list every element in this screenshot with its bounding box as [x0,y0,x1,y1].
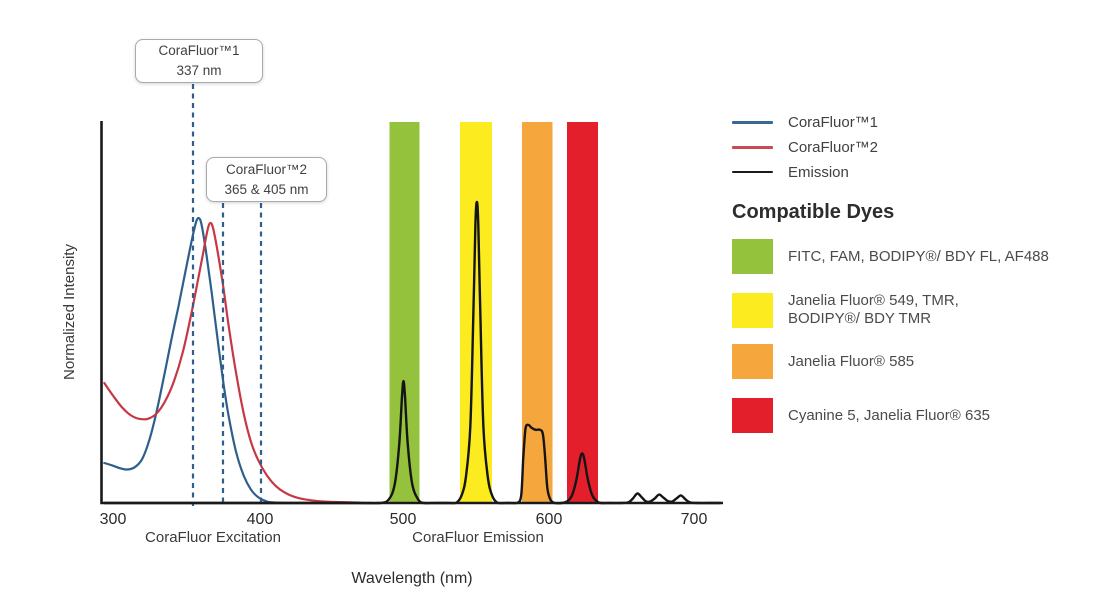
legend-item-corafluor1: CoraFluor™1 [732,113,878,131]
callout-corafluor1: CoraFluor™1 337 nm [135,39,263,83]
x-tick-500: 500 [390,511,417,528]
band-jf585 [522,122,553,503]
callout-corafluor1-wavelength: 337 nm [176,63,222,78]
y-axis-title: Normalized Intensity [61,244,78,380]
dye-swatch-red [732,398,773,433]
x-axis-title: Wavelength (nm) [351,570,472,587]
legend-item-corafluor2: CoraFluor™2 [732,138,878,156]
legend-line-swatch-corafluor2 [732,145,773,149]
legend-line-swatch-corafluor1 [732,120,773,124]
dye-row-cy5: Cyanine 5, Janelia Fluor® 635 [732,398,990,433]
legend: CoraFluor™1 CoraFluor™2 Emission [732,113,878,188]
band-cy5 [567,122,598,503]
callout-corafluor2-wavelength: 365 & 405 nm [224,181,309,197]
legend-label: CoraFluor™1 [788,113,879,131]
compatible-dyes-heading: Compatible Dyes [732,201,895,223]
dye-label: FITC, FAM, BODIPY®/ BDY FL, AF488 [788,247,1049,265]
axis-label-excitation: CoraFluor Excitation [145,529,281,546]
dye-swatch-green [732,239,773,274]
x-tick-600: 600 [536,511,563,528]
legend-label: Emission [788,163,849,181]
legend-label: CoraFluor™2 [788,138,879,156]
axes [100,121,723,505]
x-tick-300: 300 [100,511,127,528]
dye-swatch-orange [732,344,773,379]
dye-label: Cyanine 5, Janelia Fluor® 635 [788,406,991,424]
dye-row-jf549: Janelia Fluor® 549, TMR, BODIPY®/ BDY TM… [732,292,959,328]
dye-label: Janelia Fluor® 549, TMR, BODIPY®/ BDY TM… [788,292,959,327]
dye-swatch-yellow [732,292,773,328]
axis-label-emission: CoraFluor Emission [412,529,544,546]
callout-corafluor2: CoraFluor™2 365 & 405 nm [206,157,327,202]
excitation-curve-corafluor2 [103,221,361,504]
callout-corafluor2-name: CoraFluor™2 [225,161,308,177]
x-tick-400: 400 [247,511,274,528]
dye-row-fitc: FITC, FAM, BODIPY®/ BDY FL, AF488 [732,239,1049,274]
x-tick-700: 700 [681,511,708,528]
dye-label: Janelia Fluor® 585 [788,352,915,370]
legend-line-swatch-emission [732,170,773,174]
band-fitc [389,122,420,503]
excitation-curve-corafluor1 [103,216,286,505]
spectra-chart: 300 400 500 600 700 CoraFluor Excitation… [61,84,723,587]
callout-corafluor1-name: CoraFluor™1 [158,43,240,59]
dye-row-jf585: Janelia Fluor® 585 [732,344,914,379]
band-jf549 [460,122,492,503]
legend-item-emission: Emission [732,163,878,181]
